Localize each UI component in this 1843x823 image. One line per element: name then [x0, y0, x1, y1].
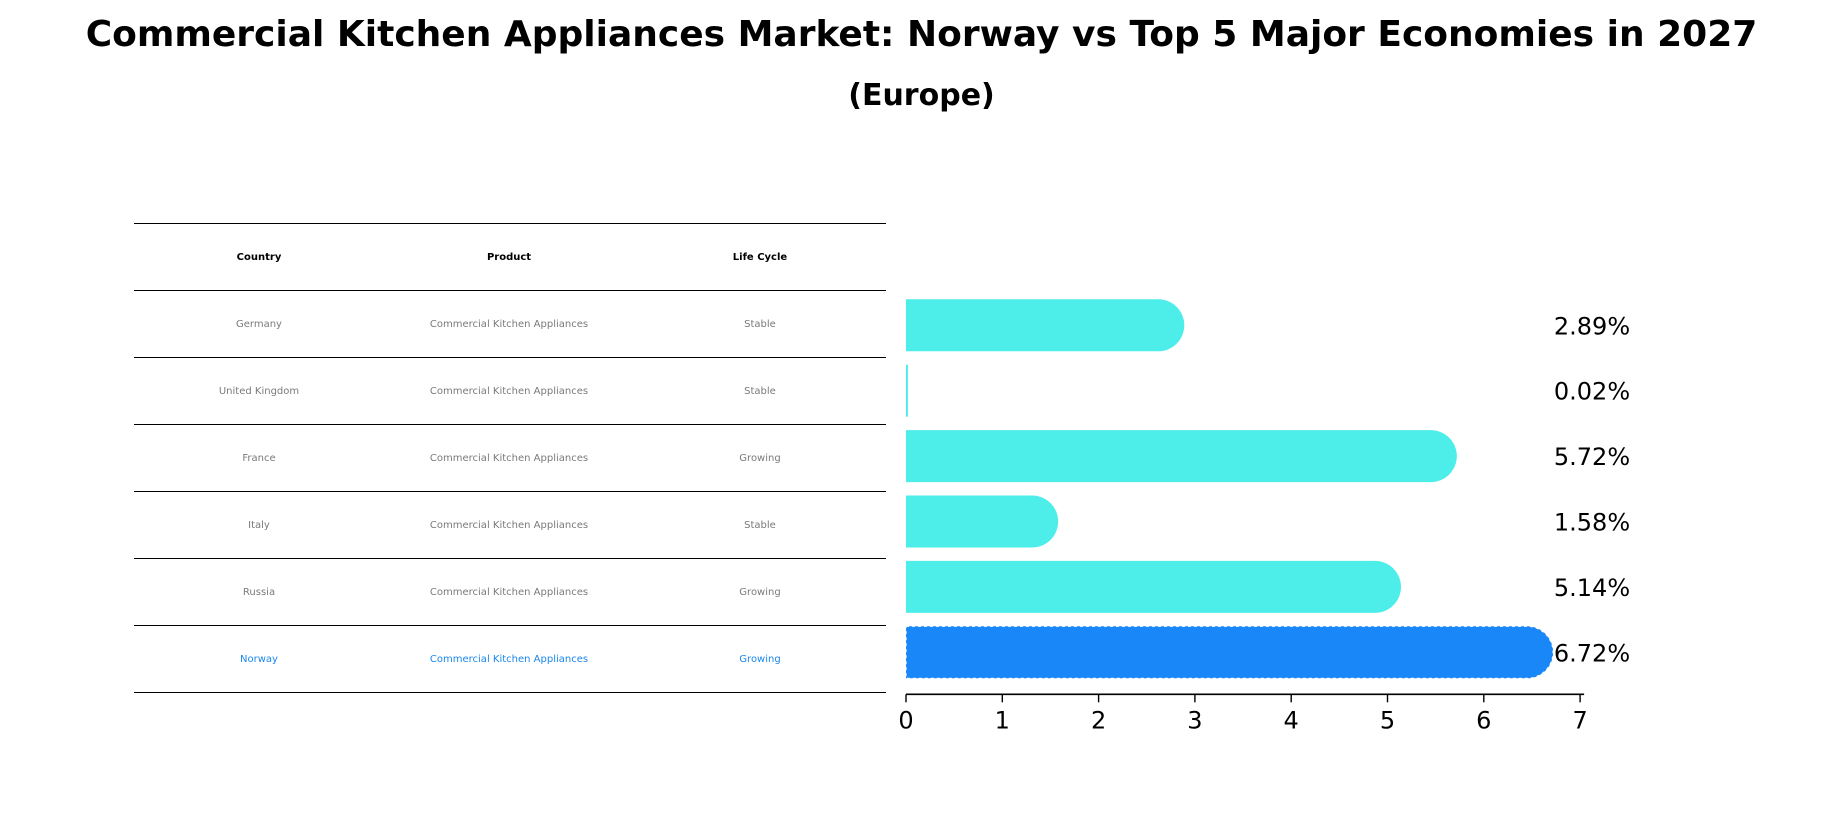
table-row: France Commercial Kitchen Appliances Gro… [134, 424, 886, 492]
cell-life-cycle: Growing [634, 558, 886, 626]
x-tick-label: 5 [1380, 706, 1395, 734]
header-country: Country [134, 223, 384, 291]
table-row: United Kingdom Commercial Kitchen Applia… [134, 357, 886, 425]
value-label-italy: 1.58% [1554, 509, 1630, 537]
table-row-highlighted: Norway Commercial Kitchen Appliances Gro… [134, 625, 886, 693]
bar-italy [906, 495, 1059, 548]
chart-subtitle: (Europe) [848, 78, 995, 113]
cell-country: United Kingdom [134, 357, 384, 425]
table-row: Germany Commercial Kitchen Appliances St… [134, 290, 886, 358]
table-row: Russia Commercial Kitchen Appliances Gro… [134, 558, 886, 626]
value-label-france: 5.72% [1554, 443, 1630, 471]
cell-country: Germany [134, 290, 384, 358]
bar-france [906, 430, 1457, 483]
cell-life-cycle: Stable [634, 357, 886, 425]
cell-country: Norway [134, 625, 384, 693]
x-tick-label: 0 [898, 706, 913, 734]
x-tick-label: 1 [995, 706, 1010, 734]
country-table: Country Product Life Cycle Germany Comme… [134, 223, 886, 693]
cell-country: France [134, 424, 384, 492]
value-label-germany: 2.89% [1554, 312, 1630, 340]
cell-country: Italy [134, 491, 384, 559]
table-header-row: Country Product Life Cycle [134, 223, 886, 291]
bar-norway [905, 625, 1554, 679]
chart-title: Commercial Kitchen Appliances Market: No… [85, 14, 1758, 55]
cell-product: Commercial Kitchen Appliances [384, 558, 634, 626]
x-tick-label: 2 [1091, 706, 1106, 734]
x-tick-label: 4 [1284, 706, 1299, 734]
bar-russia [906, 560, 1401, 613]
cell-product: Commercial Kitchen Appliances [384, 424, 634, 492]
x-tick-label: 6 [1476, 706, 1491, 734]
bar-chart: 2.89% 0.02% 5.72% 1.58% 5.14% 6.72% 0 1 2 3 4 5 6 7 [898, 299, 1630, 734]
x-tick-label: 7 [1572, 706, 1587, 734]
table-row: Italy Commercial Kitchen Appliances Stab… [134, 491, 886, 559]
bar-united-kingdom [906, 364, 908, 417]
value-label-russia: 5.14% [1554, 574, 1630, 602]
cell-life-cycle: Stable [634, 491, 886, 559]
cell-life-cycle: Growing [634, 625, 886, 693]
cell-product: Commercial Kitchen Appliances [384, 290, 634, 358]
header-life-cycle: Life Cycle [634, 223, 886, 291]
bar-germany [906, 299, 1185, 352]
cell-life-cycle: Growing [634, 424, 886, 492]
cell-product: Commercial Kitchen Appliances [384, 491, 634, 559]
cell-life-cycle: Stable [634, 290, 886, 358]
value-label-norway: 6.72% [1554, 639, 1630, 667]
header-product: Product [384, 223, 634, 291]
cell-country: Russia [134, 558, 384, 626]
cell-product: Commercial Kitchen Appliances [384, 625, 634, 693]
cell-product: Commercial Kitchen Appliances [384, 357, 634, 425]
value-label-united-kingdom: 0.02% [1554, 378, 1630, 406]
x-tick-label: 3 [1187, 706, 1202, 734]
